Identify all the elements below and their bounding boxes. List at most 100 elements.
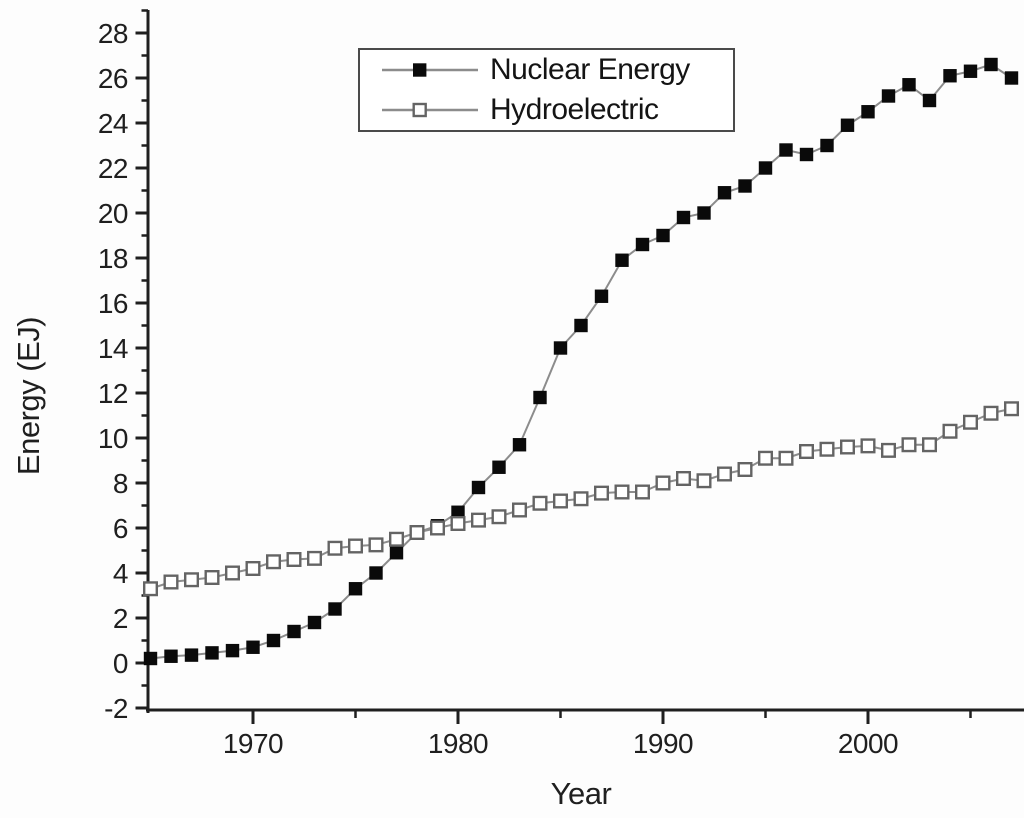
data-point-marker [902,78,916,92]
data-point-marker [963,64,978,78]
data-point-marker [881,442,897,458]
data-point-marker [368,537,384,553]
data-point-marker [327,540,343,556]
data-point-marker [184,648,199,662]
data-point-marker [799,444,815,460]
data-point-marker [225,643,240,658]
y-axis-title: Energy (EJ) [11,316,46,476]
legend-label-hydro: Hydroelectric [490,93,659,126]
data-point-marker [635,237,650,252]
data-point-marker [963,414,979,430]
data-point-marker [307,550,323,566]
data-point-marker [163,574,179,590]
hydroelectric-series [142,401,1020,597]
data-point-marker [758,450,774,466]
y-tick-label: 12 [98,378,128,409]
data-point-marker [697,206,711,220]
data-point-marker [492,460,506,474]
data-point-marker [655,475,671,491]
data-point-marker [246,640,260,654]
data-point-marker [922,93,937,108]
data-point-marker [286,552,302,568]
x-tick-label: 1980 [428,728,488,759]
data-point-marker [615,253,629,267]
data-point-marker [491,509,507,525]
nuclear-energy-series [143,57,1019,666]
data-point-marker [943,69,957,83]
y-tick-label: 16 [98,288,128,319]
hydro-series-sample-icon [382,102,478,118]
data-point-marker [369,566,383,580]
y-tick-label: 4 [113,558,128,589]
data-point-marker [573,491,589,507]
data-point-marker [594,289,609,303]
data-point-marker [840,439,856,455]
data-point-marker [779,143,793,157]
data-point-marker [451,505,465,519]
data-point-marker [307,615,322,630]
data-point-marker [532,495,548,511]
data-point-marker [738,179,752,193]
data-point-marker [676,471,692,487]
data-point-marker [533,390,547,405]
data-point-marker [881,89,896,103]
data-point-marker [512,502,528,518]
data-point-marker [287,624,301,639]
data-point-marker [245,561,261,577]
data-point-marker [656,228,670,243]
data-point-marker [635,484,651,500]
data-point-marker [430,520,446,536]
data-point-marker [348,582,363,596]
data-point-marker [819,441,835,457]
legend-label-nuclear: Nuclear Energy [490,53,690,86]
y-tick-label: 10 [98,423,128,454]
data-point-marker [614,484,630,500]
y-tick-label: 22 [98,153,128,184]
legend-item-hydro: Hydroelectric [360,92,733,128]
data-point-marker [717,186,732,200]
data-point-marker [142,581,158,597]
y-tick-label: 6 [113,513,128,544]
y-tick-label: 24 [98,108,128,139]
axis-ticks [135,9,972,724]
y-tick-label: 14 [98,333,128,364]
data-point-marker [799,147,814,162]
data-point-marker [820,138,834,153]
data-point-marker [328,602,342,616]
data-point-marker [860,438,876,454]
data-point-marker [758,161,773,175]
data-point-marker [512,438,527,452]
data-point-marker [266,633,281,648]
x-tick-label: 2000 [838,728,898,759]
data-point-marker [471,512,487,528]
data-point-marker [471,480,486,495]
data-point-marker [983,405,999,421]
data-point-marker [409,525,425,541]
y-tick-label: 8 [113,468,128,499]
data-point-marker [922,437,938,453]
nuclear-series-sample-icon [382,63,478,77]
x-tick-label: 1990 [633,728,693,759]
data-point-marker [778,450,794,466]
data-point-marker [696,473,712,489]
y-tick-label: 18 [98,243,128,274]
data-point-marker [389,531,405,547]
data-point-marker [861,105,875,119]
data-point-marker [574,318,588,333]
y-tick-label: 0 [113,648,128,679]
data-point-marker [224,565,240,581]
data-point-marker [553,493,569,509]
series-line [150,63,1013,660]
y-tick-label: 20 [98,198,128,229]
x-tick-label: 1970 [223,728,283,759]
data-point-marker [901,437,917,453]
data-point-marker [676,210,691,225]
data-point-marker [942,423,958,439]
data-point-marker [717,466,733,482]
data-point-marker [840,118,855,132]
data-point-marker [1004,401,1020,417]
y-tick-label: -2 [104,693,128,724]
